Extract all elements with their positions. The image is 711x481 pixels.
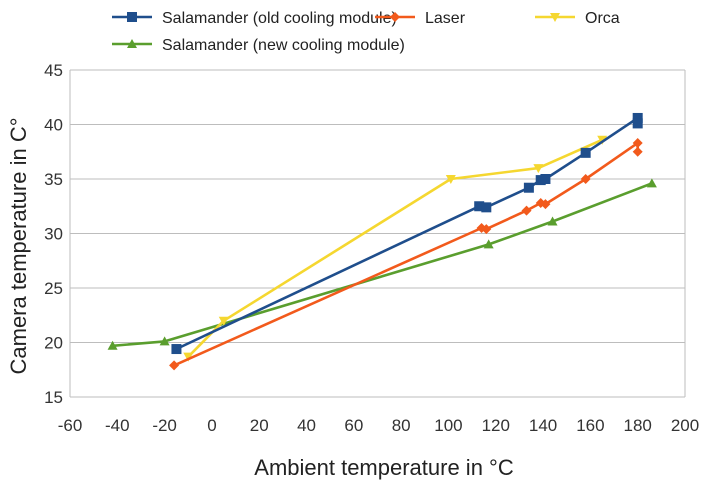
data-point xyxy=(159,336,170,346)
legend-item-4: Salamander (new cooling module) xyxy=(112,37,405,54)
y-tick-label: 30 xyxy=(44,225,63,244)
x-tick-label: 200 xyxy=(671,416,699,435)
data-point xyxy=(483,239,494,249)
series-line xyxy=(112,182,653,348)
series-2 xyxy=(169,138,643,371)
legend-label: Laser xyxy=(425,10,466,27)
data-point xyxy=(481,224,492,235)
data-point xyxy=(169,360,180,371)
y-tick-label: 45 xyxy=(44,61,63,80)
x-tick-label: 20 xyxy=(250,416,269,435)
x-tick-label: 100 xyxy=(434,416,462,435)
y-tick-label: 15 xyxy=(44,388,63,407)
x-tick-label: 160 xyxy=(576,416,604,435)
data-point xyxy=(474,201,485,212)
data-point xyxy=(632,146,643,157)
series-3 xyxy=(183,135,608,362)
series-4 xyxy=(107,178,657,350)
legend: Salamander (old cooling module) Laser Orca… xyxy=(112,10,620,54)
x-tick-label: 40 xyxy=(297,416,316,435)
data-point xyxy=(183,352,194,362)
legend-marker xyxy=(390,12,400,22)
series-line xyxy=(173,141,639,367)
data-point xyxy=(632,118,643,129)
x-axis-ticks: -60 -40 -20 0 20 40 60 80 100 120 140 160 180 200 xyxy=(58,416,699,435)
legend-label: Salamander (new cooling module) xyxy=(162,37,405,54)
legend-item-1: Salamander (old cooling module) xyxy=(112,10,397,27)
series-1 xyxy=(171,112,643,355)
grid xyxy=(69,69,686,398)
x-tick-label: 180 xyxy=(624,416,652,435)
data-point xyxy=(171,344,182,355)
data-point xyxy=(481,202,492,213)
legend-item-3: Orca xyxy=(535,10,620,27)
x-axis-title: Ambient temperature in °C xyxy=(254,455,514,480)
data-point xyxy=(107,340,118,350)
data-point xyxy=(523,182,534,193)
data-point xyxy=(632,138,643,149)
data-point xyxy=(218,316,229,326)
data-point xyxy=(632,112,643,123)
data-point xyxy=(580,147,591,158)
legend-marker xyxy=(550,13,560,22)
y-tick-label: 35 xyxy=(44,170,63,189)
data-point xyxy=(646,178,657,188)
data-point xyxy=(540,174,551,184)
legend-label: Salamander (old cooling module) xyxy=(162,10,397,27)
x-tick-label: 140 xyxy=(529,416,557,435)
y-tick-label: 20 xyxy=(44,334,63,353)
x-tick-label: -40 xyxy=(105,416,130,435)
data-point xyxy=(533,164,544,174)
x-tick-label: 80 xyxy=(392,416,411,435)
y-axis-title: Camera temperature in C° xyxy=(6,117,31,374)
data-point xyxy=(547,216,558,226)
x-tick-label: -60 xyxy=(58,416,83,435)
y-tick-label: 25 xyxy=(44,279,63,298)
legend-item-2: Laser xyxy=(375,10,466,27)
data-point xyxy=(445,175,456,184)
data-point xyxy=(580,174,591,184)
x-tick-label: 0 xyxy=(207,416,216,435)
x-tick-label: 120 xyxy=(482,416,510,435)
y-axis-ticks: 15 20 25 30 35 40 45 xyxy=(44,61,63,407)
series-line xyxy=(187,138,603,358)
legend-marker xyxy=(127,12,137,22)
data-point xyxy=(521,205,532,216)
x-tick-label: -20 xyxy=(152,416,177,435)
legend-marker xyxy=(127,39,137,48)
data-point xyxy=(540,199,551,210)
legend-label: Orca xyxy=(585,10,620,27)
plot-area xyxy=(107,112,657,371)
x-tick-label: 60 xyxy=(344,416,363,435)
y-tick-label: 40 xyxy=(44,116,63,135)
